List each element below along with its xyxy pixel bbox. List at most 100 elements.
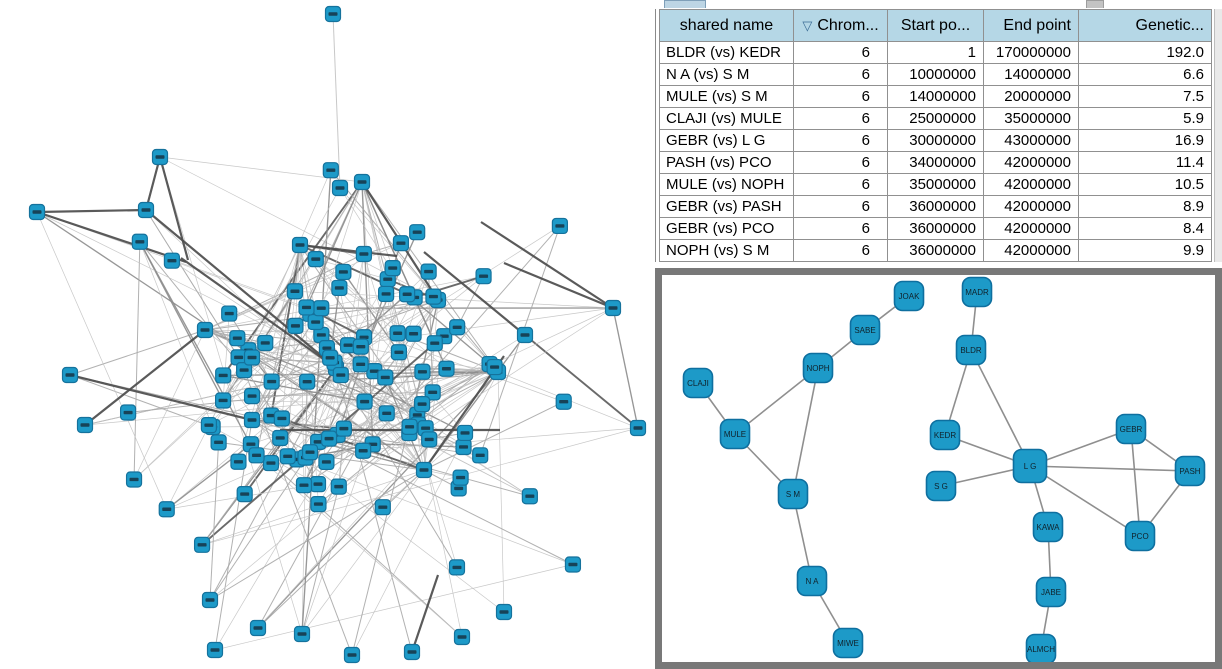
node-shape[interactable] xyxy=(682,367,714,399)
network-node[interactable] xyxy=(425,288,442,305)
network-node[interactable] xyxy=(555,393,572,410)
network-node[interactable] xyxy=(287,317,304,334)
network-node[interactable] xyxy=(472,447,489,464)
network-node[interactable] xyxy=(131,233,148,250)
network-node[interactable] xyxy=(343,646,361,664)
col-header-chromosome[interactable]: ▽ Chrom... xyxy=(793,9,888,42)
col-header-shared-name[interactable]: shared name xyxy=(659,9,794,42)
network-node[interactable] xyxy=(230,453,247,470)
network-node[interactable] xyxy=(421,431,438,448)
network-node[interactable] xyxy=(331,279,348,297)
table-row[interactable]: MULE (vs) NOPH 6 35000000 42000000 10.5 xyxy=(659,173,1212,196)
network-node[interactable] xyxy=(248,447,265,464)
network-node[interactable] xyxy=(163,252,181,269)
network-node[interactable] xyxy=(390,344,408,361)
network-node[interactable] xyxy=(355,442,372,459)
network-node[interactable] xyxy=(352,338,369,355)
node-SM[interactable]: S M xyxy=(777,478,809,510)
node-ALMCH[interactable]: ALMCH xyxy=(1025,633,1057,663)
network-node[interactable] xyxy=(604,299,622,317)
network-node[interactable] xyxy=(495,603,513,621)
node-SABE[interactable]: SABE xyxy=(849,314,881,346)
node-SG[interactable]: S G xyxy=(925,470,957,502)
node-shape[interactable] xyxy=(929,419,961,451)
node-GEBR[interactable]: GEBR xyxy=(1115,413,1147,445)
node-MULE[interactable]: MULE xyxy=(719,418,751,450)
network-node[interactable] xyxy=(243,388,261,405)
table-row[interactable]: NOPH (vs) S M 6 36000000 42000000 9.9 xyxy=(659,239,1212,262)
network-node[interactable] xyxy=(158,501,175,518)
network-node[interactable] xyxy=(426,335,443,352)
network-node[interactable] xyxy=(389,325,406,342)
network-node[interactable] xyxy=(335,263,352,281)
network-node[interactable] xyxy=(403,643,421,661)
network-node[interactable] xyxy=(28,203,46,221)
network-node[interactable] xyxy=(455,438,472,456)
network-node[interactable] xyxy=(236,486,253,503)
node-shape[interactable] xyxy=(961,276,993,308)
network-node[interactable] xyxy=(262,454,280,472)
network-node[interactable] xyxy=(356,393,373,410)
node-MIWE[interactable]: MIWE xyxy=(832,627,864,659)
node-shape[interactable] xyxy=(955,334,987,366)
network-node[interactable] xyxy=(516,326,534,344)
node-KEDR[interactable]: KEDR xyxy=(929,419,961,451)
network-node[interactable] xyxy=(401,418,418,435)
node-shape[interactable] xyxy=(832,627,864,659)
network-node[interactable] xyxy=(295,477,313,494)
network-node[interactable] xyxy=(378,285,395,303)
network-node[interactable] xyxy=(119,404,137,421)
network-node[interactable] xyxy=(301,444,319,461)
network-node[interactable] xyxy=(339,337,357,354)
sort-filter-icon[interactable]: ▽ xyxy=(802,17,813,33)
network-node[interactable] xyxy=(322,162,339,179)
table-row[interactable]: GEBR (vs) PASH 6 36000000 42000000 8.9 xyxy=(659,195,1212,218)
network-node[interactable] xyxy=(309,476,327,493)
node-shape[interactable] xyxy=(1124,520,1156,552)
node-shape[interactable] xyxy=(1032,511,1064,543)
node-shape[interactable] xyxy=(849,314,881,346)
edge-GEBR-PCO[interactable] xyxy=(1130,428,1141,537)
node-shape[interactable] xyxy=(925,470,957,502)
node-shape[interactable] xyxy=(1012,448,1048,484)
table-row[interactable]: PASH (vs) PCO 6 34000000 42000000 11.4 xyxy=(659,151,1212,174)
node-shape[interactable] xyxy=(893,280,925,312)
network-node[interactable] xyxy=(629,419,647,437)
network-node[interactable] xyxy=(272,429,289,447)
network-node[interactable] xyxy=(409,224,426,241)
network-node[interactable] xyxy=(331,179,349,197)
node-BLDR[interactable]: BLDR xyxy=(955,334,987,366)
node-JOAK[interactable]: JOAK xyxy=(893,280,925,312)
table-scrollbar-gutter[interactable] xyxy=(1214,9,1222,262)
node-shape[interactable] xyxy=(719,418,751,450)
table-row[interactable]: GEBR (vs) PCO 6 36000000 42000000 8.4 xyxy=(659,217,1212,240)
edge-BLDR-LG[interactable] xyxy=(970,349,1031,467)
network-node[interactable] xyxy=(551,217,568,235)
network-node[interactable] xyxy=(449,319,466,336)
network-node[interactable] xyxy=(206,641,224,659)
network-node[interactable] xyxy=(424,384,441,401)
node-shape[interactable] xyxy=(1025,633,1057,663)
network-node[interactable] xyxy=(125,471,143,488)
sub-network-canvas[interactable]: JOAK SABE NOPH CLAJI MULE MADR BLDR KEDR GEBR L G… xyxy=(662,275,1215,662)
network-node[interactable] xyxy=(243,349,261,366)
network-node[interactable] xyxy=(200,417,218,434)
network-node[interactable] xyxy=(193,536,211,553)
network-node[interactable] xyxy=(384,260,401,277)
network-node[interactable] xyxy=(448,559,466,576)
network-node[interactable] xyxy=(243,411,261,429)
node-shape[interactable] xyxy=(802,352,834,384)
network-node[interactable] xyxy=(263,373,280,390)
table-row[interactable]: MULE (vs) S M 6 14000000 20000000 7.5 xyxy=(659,85,1212,108)
network-node[interactable] xyxy=(310,495,327,513)
network-node[interactable] xyxy=(378,405,395,422)
network-node[interactable] xyxy=(229,330,246,347)
network-node[interactable] xyxy=(298,299,315,316)
node-JABE[interactable]: JABE xyxy=(1035,576,1067,608)
network-node[interactable] xyxy=(413,396,431,413)
node-shape[interactable] xyxy=(1115,413,1147,445)
edge-LG-PCO[interactable] xyxy=(1029,465,1141,537)
network-node[interactable] xyxy=(76,416,94,434)
network-node[interactable] xyxy=(486,358,503,376)
network-node[interactable] xyxy=(291,236,309,254)
